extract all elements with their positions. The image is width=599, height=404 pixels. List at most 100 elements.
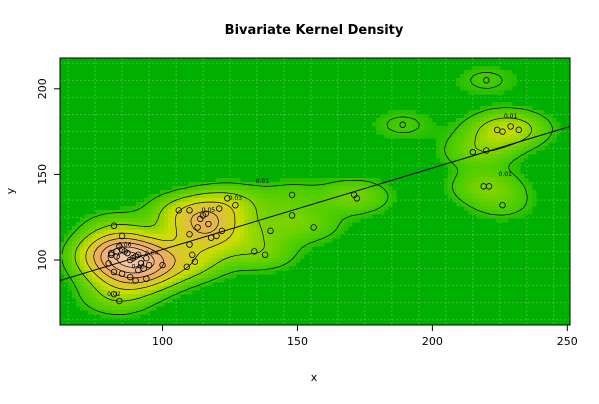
density-cell [164,278,169,283]
density-cell [108,314,113,319]
density-cell [92,214,97,219]
density-cell [268,186,273,191]
density-cell [240,266,245,271]
density-cell [228,222,233,227]
density-cell [500,218,505,223]
density-cell [156,210,161,215]
density-cell [128,310,133,315]
density-cell [264,206,269,211]
density-cell [508,198,513,203]
density-cell [220,222,225,227]
density-cell [168,202,173,207]
density-cell [476,70,481,75]
density-cell [136,234,141,239]
density-cell [268,218,273,223]
density-cell [200,214,205,219]
density-cell [168,214,173,219]
density-cell [252,234,257,239]
density-cell [208,226,213,231]
density-cell [104,298,109,303]
density-cell [508,138,513,143]
density-cell [284,202,289,207]
density-cell [144,226,149,231]
data-point [186,241,193,248]
density-cell [528,114,533,119]
density-cell [504,70,509,75]
density-cell [176,242,181,247]
density-cell [188,238,193,243]
density-cell [92,246,97,251]
density-cell [344,198,349,203]
density-cell [200,266,205,271]
density-cell [384,186,389,191]
density-cell [316,194,321,199]
density-cell [532,202,537,207]
density-cell [88,230,93,235]
density-cell [236,258,241,263]
density-cell [472,190,477,195]
density-cell [228,214,233,219]
density-cell [520,214,525,219]
density-cell [448,150,453,155]
density-cell [456,130,461,135]
density-cell [508,186,513,191]
density-cell [260,226,265,231]
density-cell [96,218,101,223]
density-cell [248,242,253,247]
density-cell [196,194,201,199]
density-cell [184,194,189,199]
density-cell [496,90,501,95]
density-cell [476,210,481,215]
density-cell [516,198,521,203]
chart-title: Bivariate Kernel Density [225,23,404,38]
density-cell [456,138,461,143]
density-cell [300,190,305,195]
density-cell [232,270,237,275]
density-cell [440,146,445,151]
density-cell [332,226,337,231]
density-cell [444,158,449,163]
density-cell [168,278,173,283]
density-cell [244,238,249,243]
density-cell [484,194,489,199]
density-cell [108,210,113,215]
density-cell [512,178,517,183]
density-cell [116,242,121,247]
density-cell [196,278,201,283]
density-cell [272,250,277,255]
density-cell [240,270,245,275]
density-cell [184,190,189,195]
density-cell [132,206,137,211]
density-cell [492,214,497,219]
density-cell [480,110,485,115]
density-cell [148,242,153,247]
density-cell [128,294,133,299]
density-cell [160,262,165,267]
density-cell [516,178,521,183]
density-cell [108,226,113,231]
density-cell [480,142,485,147]
density-cell [276,246,281,251]
density-cell [80,302,85,307]
density-cell [204,262,209,267]
density-cell [324,186,329,191]
density-cell [376,186,381,191]
density-cell [172,294,177,299]
density-cell [484,210,489,215]
density-cell [204,230,209,235]
density-cell [508,146,513,151]
density-cell [308,178,313,183]
density-cell [276,206,281,211]
density-cell [460,86,465,91]
density-cell [180,270,185,275]
density-cell [228,198,233,203]
density-cell [336,186,341,191]
density-cell [144,214,149,219]
density-cell [476,182,481,187]
density-cell [252,190,257,195]
density-cell [332,186,337,191]
density-cell [524,126,529,131]
density-cell [260,210,265,215]
density-cell [248,194,253,199]
density-cell [444,138,449,143]
